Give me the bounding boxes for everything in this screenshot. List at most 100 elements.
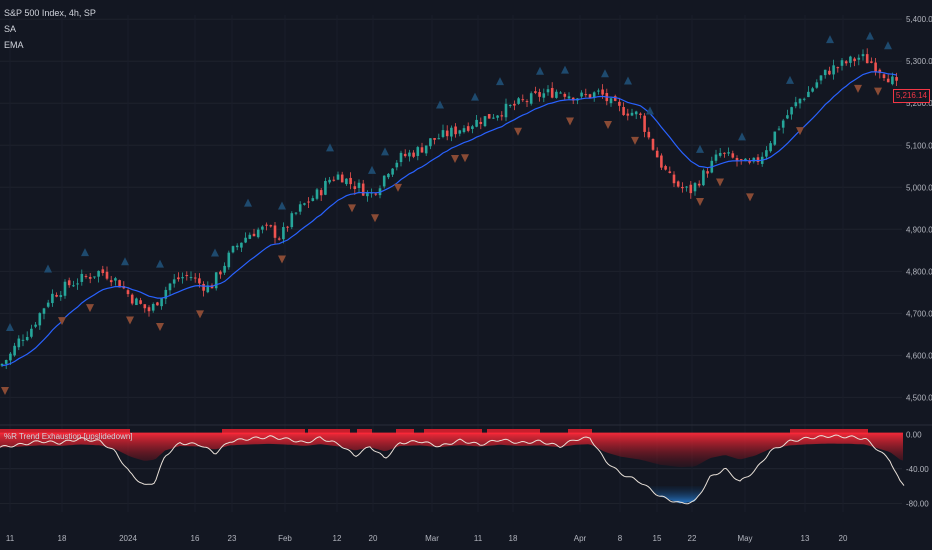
candle-body — [25, 336, 29, 341]
candle-body — [261, 226, 264, 230]
triangle-down-marker — [394, 183, 402, 192]
candle-body — [492, 117, 495, 119]
candle-body — [445, 130, 449, 137]
triangle-up-marker — [561, 65, 569, 74]
candle-body — [9, 353, 12, 361]
candle-body — [181, 277, 184, 279]
candle-body — [105, 271, 109, 279]
candle-body — [403, 153, 407, 157]
candles — [0, 48, 898, 370]
candle-body — [30, 328, 33, 337]
candle-body — [542, 93, 546, 98]
candle-body — [214, 272, 218, 289]
candle-body — [332, 179, 336, 181]
price-tick-label: 5,000.00 — [906, 183, 932, 192]
candle-body — [311, 198, 315, 201]
candle-body — [336, 174, 340, 180]
candle-body — [223, 265, 226, 273]
signal-triangles — [1, 31, 892, 396]
osc-tick-label: -80.00 — [906, 499, 929, 508]
triangle-down-marker — [371, 214, 379, 223]
triangle-down-marker — [196, 310, 204, 319]
candle-body — [206, 285, 210, 293]
candle-body — [185, 275, 189, 277]
candle-body — [718, 152, 722, 156]
candle-body — [559, 92, 562, 94]
candle-body — [433, 138, 436, 140]
candle-body — [878, 69, 882, 74]
candle-body — [168, 283, 172, 291]
triangle-up-marker — [121, 257, 129, 266]
candle-body — [487, 114, 491, 119]
exhaustion-bar — [308, 429, 350, 434]
candle-body — [361, 183, 365, 196]
candle-body — [706, 171, 709, 174]
candle-body — [357, 182, 361, 188]
candle-body — [811, 88, 814, 92]
candle-body — [832, 65, 835, 75]
candle-body — [781, 120, 785, 128]
time-tick-label: Feb — [278, 534, 292, 543]
candle-body — [765, 150, 768, 157]
time-tick-label: 23 — [228, 534, 237, 543]
candle-body — [613, 96, 617, 101]
oscillator-low-fill — [640, 486, 712, 504]
candle-body — [853, 58, 856, 62]
candle-body — [798, 98, 802, 104]
triangle-down-marker — [1, 387, 9, 396]
candle-body — [731, 153, 735, 158]
triangle-up-marker — [211, 248, 219, 257]
triangle-up-marker — [536, 66, 544, 75]
candle-body — [290, 213, 294, 228]
candle-body — [177, 277, 180, 280]
triangle-up-marker — [646, 106, 654, 115]
candle-body — [508, 104, 512, 106]
triangle-up-marker — [601, 69, 609, 78]
candle-body — [399, 152, 403, 163]
candle-body — [303, 203, 306, 205]
candle-body — [13, 345, 16, 356]
candle-body — [437, 138, 441, 140]
candle-body — [588, 94, 592, 98]
candle-body — [500, 115, 504, 117]
candle-body — [256, 229, 260, 238]
triangle-up-marker — [156, 259, 164, 268]
candle-body — [819, 75, 823, 81]
candle-body — [298, 204, 302, 212]
oscillator-band — [0, 432, 903, 468]
time-tick-label: Mar — [425, 534, 439, 543]
triangle-up-marker — [278, 201, 286, 210]
candle-body — [164, 289, 168, 299]
price-tick-label: 4,700.00 — [906, 309, 932, 318]
candle-body — [454, 126, 457, 135]
price-tick-label: 4,500.00 — [906, 393, 932, 402]
candle-body — [76, 283, 79, 285]
candle-body — [777, 128, 781, 130]
candle-body — [571, 97, 575, 101]
candle-body — [886, 78, 890, 83]
candle-body — [584, 94, 588, 96]
time-tick-label: 16 — [191, 534, 200, 543]
candle-body — [870, 61, 873, 63]
candle-body — [34, 324, 37, 327]
triangle-up-marker — [81, 248, 89, 257]
candle-body — [823, 69, 827, 76]
candle-body — [626, 113, 630, 116]
candle-body — [752, 157, 756, 162]
candle-body — [307, 201, 310, 203]
candle-body — [550, 88, 554, 98]
candle-body — [294, 212, 298, 214]
exhaustion-bar — [568, 429, 592, 434]
time-tick-label: 18 — [509, 534, 518, 543]
candle-body — [622, 107, 625, 116]
candle-body — [844, 61, 848, 64]
candle-body — [412, 152, 415, 157]
candle-body — [450, 127, 453, 137]
triangle-up-marker — [471, 92, 479, 101]
candle-body — [546, 89, 550, 93]
candle-body — [193, 277, 197, 279]
triangle-down-marker — [514, 127, 522, 136]
candle-body — [882, 74, 886, 79]
oscillator-title: %R Trend Exhaustion [upslidedown] — [4, 432, 133, 441]
time-tick-label: Apr — [574, 534, 587, 543]
